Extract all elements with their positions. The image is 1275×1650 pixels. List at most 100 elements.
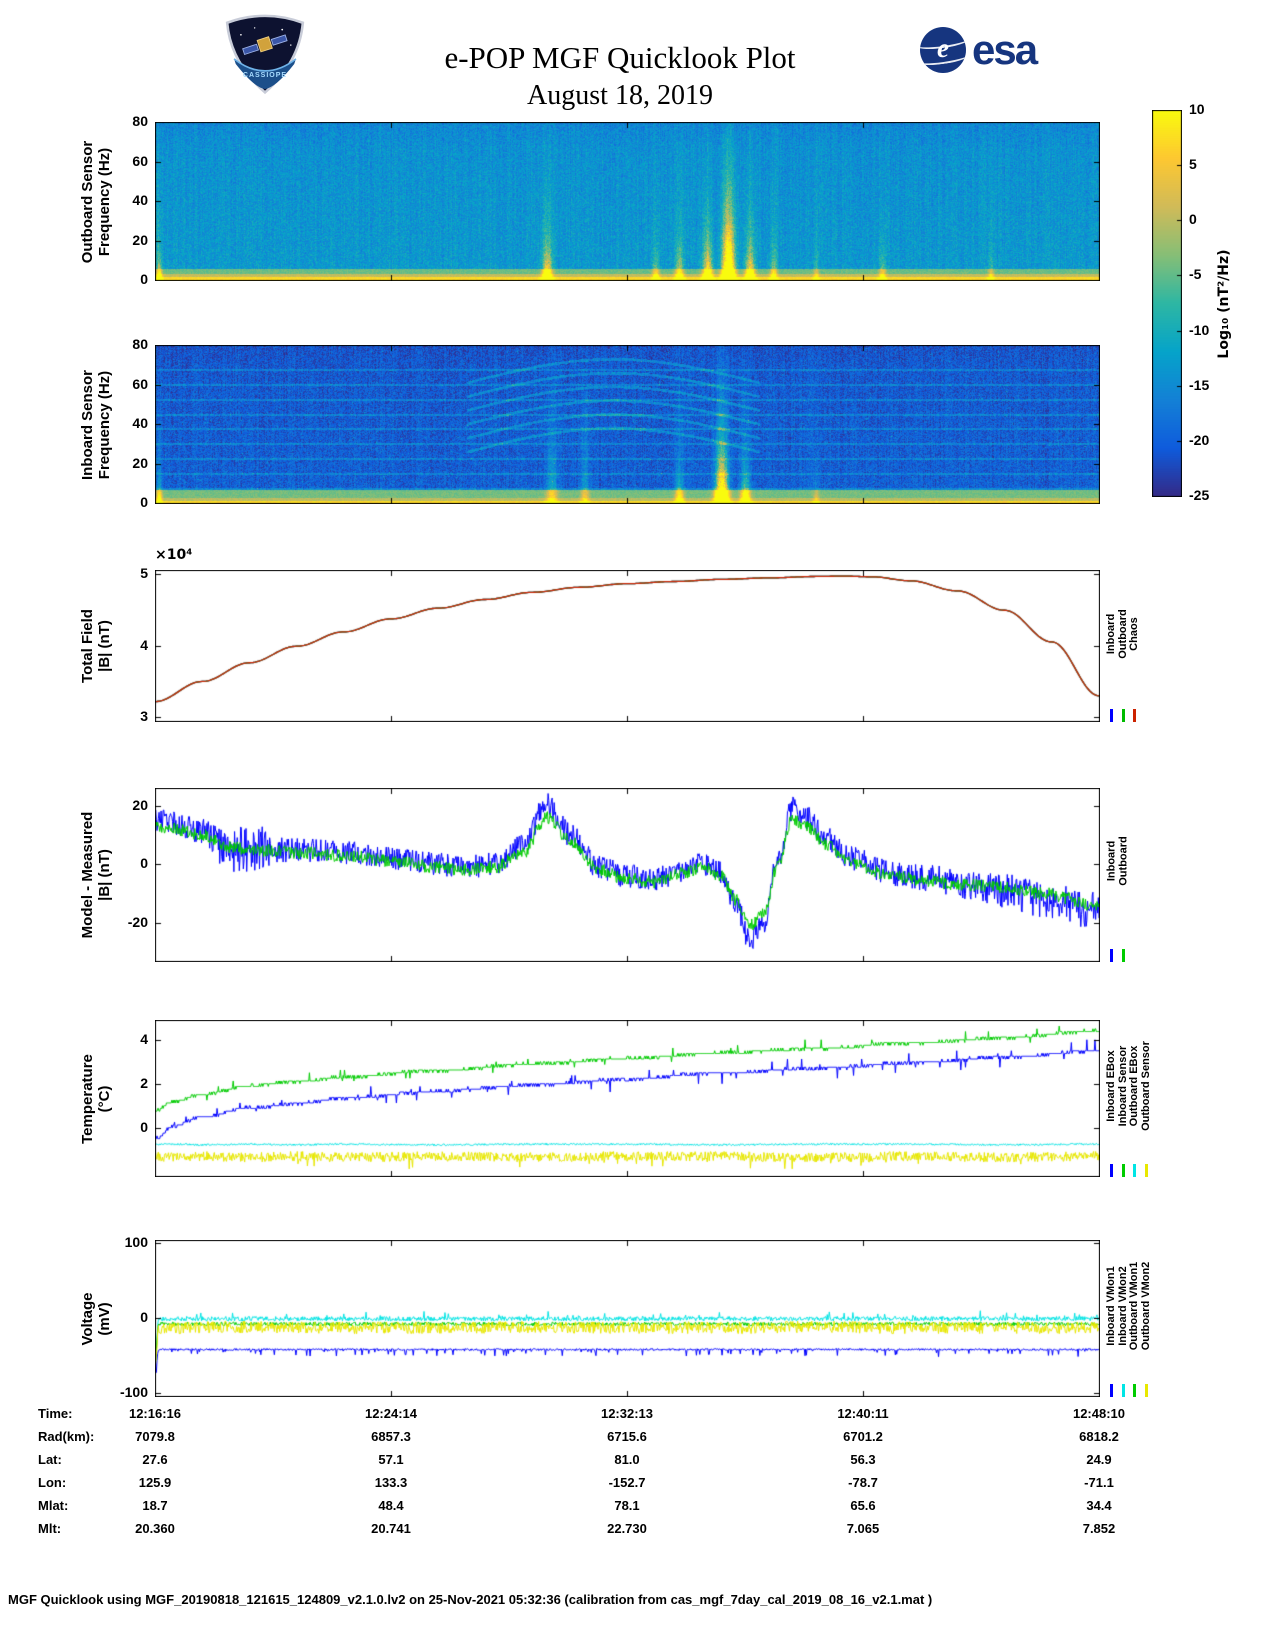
table-cell: 12:40:11 [837,1406,889,1421]
colorbar-canvas [1152,110,1182,497]
y-tick-label: 4 [140,636,148,653]
table-cell: -78.7 [848,1475,878,1490]
table-cell: 7.065 [846,1521,880,1536]
esa-globe-letter: e [937,33,949,63]
table-cell: 6701.2 [843,1429,883,1444]
y-tick-label: 100 [124,1234,148,1250]
outboard-spectrogram-canvas [155,122,1100,281]
colorbar-tick-label: 10 [1189,101,1205,117]
colorbar-tick-label: -10 [1189,321,1210,338]
y-tick-label: -20 [127,913,148,930]
colorbar-tick-label: 0 [1189,211,1197,228]
table-cell: 27.6 [142,1452,168,1467]
table-cell: 65.6 [850,1498,876,1513]
table-cell: 18.7 [142,1498,168,1513]
legend-key-inboard-vmon2 [1121,1384,1125,1397]
page-subtitle: August 18, 2019 [527,80,713,111]
legend-key-outboard-sensor [1144,1164,1148,1177]
table-cell: 7079.8 [135,1429,175,1444]
table-cell: 12:48:10 [1072,1406,1126,1421]
colorbar-tick-label: -20 [1189,431,1210,448]
inboard-spectrogram-canvas [155,345,1100,504]
table-cell: -152.7 [608,1475,646,1490]
colorbar-tick-label: -5 [1189,266,1202,283]
legend-key-inboard-sensor [1121,1164,1125,1177]
table-cell: 6818.2 [1079,1429,1119,1444]
y-tick-label: 0 [140,1309,148,1325]
temperature-canvas [155,1020,1100,1177]
table-row-label: Mlat: [38,1498,69,1513]
y-tick-label: 20 [132,231,148,248]
legend-key-inboard-vmon1 [1110,1384,1114,1397]
page-title: e-POP MGF Quicklook Plot [444,40,796,75]
legend-key-outboard [1121,949,1125,962]
table-cell: 57.1 [378,1452,404,1467]
footer-text: MGF Quicklook using MGF_20190818_121615_… [8,1592,933,1607]
colorbar-tick-label: -25 [1189,487,1210,503]
colorbar-tick-label: -15 [1189,376,1210,393]
table-cell: 12:16:16 [128,1406,182,1421]
y-tick-label: 80 [132,113,148,129]
legend-voltage: Inboard VMon1 Inboard VMon2 Outboard VMo… [1105,1261,1152,1351]
legend-key-outboard-ebox [1133,1164,1137,1177]
table-cell: 125.9 [138,1475,172,1490]
voltage-canvas [155,1240,1100,1397]
cassiope-patch-label: CASSIOPE [242,72,288,79]
table-row-label: Time: [38,1406,73,1421]
table-cell: 133.3 [374,1475,408,1490]
table-cell: 22.730 [607,1521,647,1536]
y-tick-label: 0 [140,271,148,287]
legend-key-outboard-vmon1 [1133,1384,1137,1397]
y-tick-label: 4 [140,1030,148,1047]
table-cell: 48.4 [378,1498,404,1513]
table-cell: 24.9 [1086,1452,1112,1467]
y-tick-label: 2 [140,1074,148,1091]
table-cell: 6857.3 [371,1429,411,1444]
table-cell: 6715.6 [607,1429,647,1444]
table-cell: 12:32:13 [600,1406,654,1421]
y-tick-label: 5 [140,564,148,581]
y-tick-label: 80 [132,336,148,352]
table-cell: 12:24:14 [364,1406,418,1421]
legend-key-inboard-ebox [1110,1164,1114,1177]
esa-globe-icon: e [920,27,966,73]
legend-temperature: Inboard EBox Inboard Sensor Outboard EBo… [1105,1041,1152,1131]
legend-key-inboard [1110,709,1114,722]
colorbar-tick-label: 5 [1189,156,1197,173]
legend-key-outboard-vmon2 [1144,1384,1148,1397]
y-tick-label: 3 [140,708,148,725]
total-field-exponent-label: ×10⁴ [155,547,193,563]
legend-key-inboard [1110,949,1114,962]
y-tick-label: 20 [132,796,148,813]
table-cell: 81.0 [614,1452,640,1467]
table-cell: 56.3 [850,1452,876,1467]
table-row-label: Lat: [38,1452,62,1467]
cassiope-mission-patch: CASSIOPE [222,6,308,98]
y-tick-label: 60 [132,152,148,169]
esa-logo: e esa [920,26,1038,74]
table-row-label: Lon: [38,1475,67,1490]
legend-model-measured: Inboard Outboard [1105,836,1129,886]
table-row-label: Rad(km): [38,1429,95,1444]
table-cell: 7.852 [1082,1521,1116,1536]
table-cell: 34.4 [1086,1498,1112,1513]
y-tick-label: 0 [140,855,148,872]
y-tick-label: 40 [132,192,148,208]
cassiope-patch-graphic [225,14,305,95]
y-tick-label: 0 [140,494,148,510]
y-tick-label: 0 [140,1118,148,1135]
y-tick-label: 60 [132,375,148,392]
table-cell: 20.741 [371,1521,411,1536]
table-cell: 78.1 [614,1498,640,1513]
y-tick-label: -100 [119,1384,148,1400]
y-tick-label: 40 [132,415,148,431]
esa-wordmark: esa [972,26,1038,73]
legend-key-chaos [1133,709,1137,722]
y-tick-label: 20 [132,454,148,471]
table-cell: -71.1 [1084,1475,1114,1490]
legend-key-outboard [1121,709,1125,722]
legend-total-field: Inboard Outboard Chaos [1105,609,1140,659]
model-measured-canvas [155,788,1100,962]
table-cell: 20.360 [135,1521,175,1536]
